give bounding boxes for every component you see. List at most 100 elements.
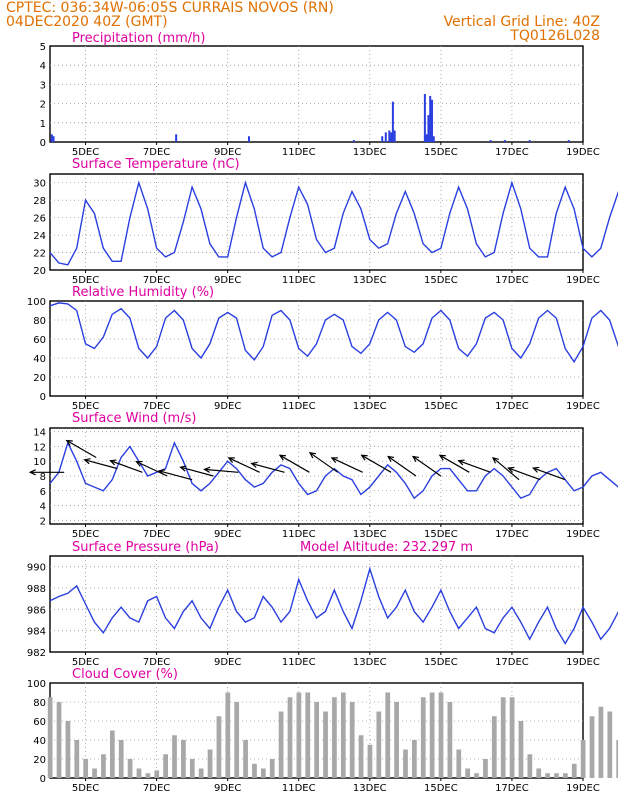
wind-arrow-shaft [309,452,339,473]
precip-bar [427,115,430,142]
x-tick-label: 5DEC [72,529,99,540]
x-tick-label: 15DEC [424,401,458,412]
y-tick-label: 2 [40,100,46,111]
wind-arrow [203,466,239,473]
wind-arrow-shaft [159,470,193,481]
panel-wind: 2 4 6 8 10 12 14 5DEC 7DEC 9DEC 11DEC 13DEC 15DEC 17D… [28,411,618,540]
cloud-bar [243,740,248,778]
panel-title: Cloud Cover (%) [72,667,178,682]
cloud-bar [474,773,479,778]
cloud-bar [589,716,595,778]
wind-arrow [330,457,363,473]
wind-arrow [227,457,260,473]
precip-bar [390,132,393,142]
cloud-bar [571,763,577,778]
precip-bar [503,140,506,142]
temp-series-line [49,180,618,266]
cloud-bar [438,692,444,778]
panel-frame [49,45,584,143]
panel-title: Surface Wind (m/s) [72,411,196,426]
x-tick-label: 19DEC [566,529,600,540]
cloud-bar [92,768,97,778]
wind-arrow [531,466,566,481]
x-tick-label: 7DEC [143,529,170,540]
cloud-bar [403,749,408,778]
cloud-bar [340,692,346,778]
cloud-bar [385,692,391,778]
cloud-bar [367,744,373,778]
panel-temp: 20 22 24 26 28 30 5DEC 7DEC 9DEC 11DEC 13DEC 15DEC 1… [33,157,618,286]
cloud-bar [74,740,80,778]
wind-arrow [65,439,97,459]
x-tick-label: 15DEC [424,783,458,794]
y-tick-label: 60 [33,717,46,728]
panel-title: Surface Pressure (hPa) [72,540,219,555]
wind-arrow-shaft [361,454,392,473]
x-tick-label: 17DEC [495,147,529,158]
precip-bar [567,140,570,142]
wind-series-line [49,440,618,500]
cloud-bar [269,759,275,778]
wind-arrow-shaft [492,457,520,481]
cloud-bar [607,711,613,778]
cloud-bar [483,759,488,778]
panel-frame [49,173,584,271]
wind-arrow-head [227,457,235,463]
wind-arrow-head [438,454,446,461]
precip-bar [52,136,55,142]
wind-arrow-head [457,459,465,466]
wind-arrow-head [83,458,91,465]
wind-arrow-shaft [110,460,143,473]
wind-arrow [28,469,65,476]
x-tick-label: 19DEC [566,147,600,158]
x-tick-label: 11DEC [282,657,316,668]
precip-bar [425,134,428,142]
y-tick-label: 20 [33,755,46,766]
cloud-bar [225,692,231,778]
cloud-bar [145,773,151,778]
wind-arrow-shaft [439,454,470,473]
wind-arrow-shaft [84,459,118,470]
cloud-bar [101,754,106,778]
x-tick-label: 9DEC [214,657,241,668]
panel-title: Relative Humidity (%) [72,285,214,300]
cloud-bar [500,697,506,778]
cloud-bar [127,759,133,778]
x-tick-label: 15DEC [424,147,458,158]
cloud-bar [616,740,618,778]
y-tick-label: 100 [27,297,46,308]
wind-arrow [109,459,143,473]
cloud-bar [447,702,453,778]
precip-bar [384,132,387,142]
wind-arrow [179,465,214,477]
cloud-bar [411,740,417,778]
wind-arrow-head [308,452,316,459]
y-tick-label: 4 [40,502,46,513]
x-tick-label: 11DEC [282,275,316,286]
x-tick-label: 11DEC [282,529,316,540]
y-tick-label: 40 [33,354,46,365]
cloud-bar [563,773,568,778]
wind-arrow [457,459,491,473]
cloud-bar [287,697,293,778]
cloud-bar [56,702,62,778]
cloud-bar [172,735,177,778]
wind-arrow-head [109,459,117,466]
y-tick-label: 990 [27,563,46,574]
cloud-bar [305,692,311,778]
cloud-bar [252,763,257,778]
wind-arrow [360,454,392,473]
x-tick-label: 15DEC [424,275,458,286]
y-tick-label: 982 [27,648,46,659]
cloud-bar [136,768,142,778]
x-tick-label: 9DEC [214,401,241,412]
cloud-bar [554,773,559,778]
wind-arrow-head [179,465,187,472]
header-grid-line: Vertical Grid Line: 40Z [444,14,600,30]
x-tick-label: 11DEC [282,783,316,794]
x-tick-label: 5DEC [72,275,99,286]
wind-arrow-shaft [331,457,363,473]
wind-arrow-head [387,455,395,463]
y-tick-label: 80 [33,698,46,709]
